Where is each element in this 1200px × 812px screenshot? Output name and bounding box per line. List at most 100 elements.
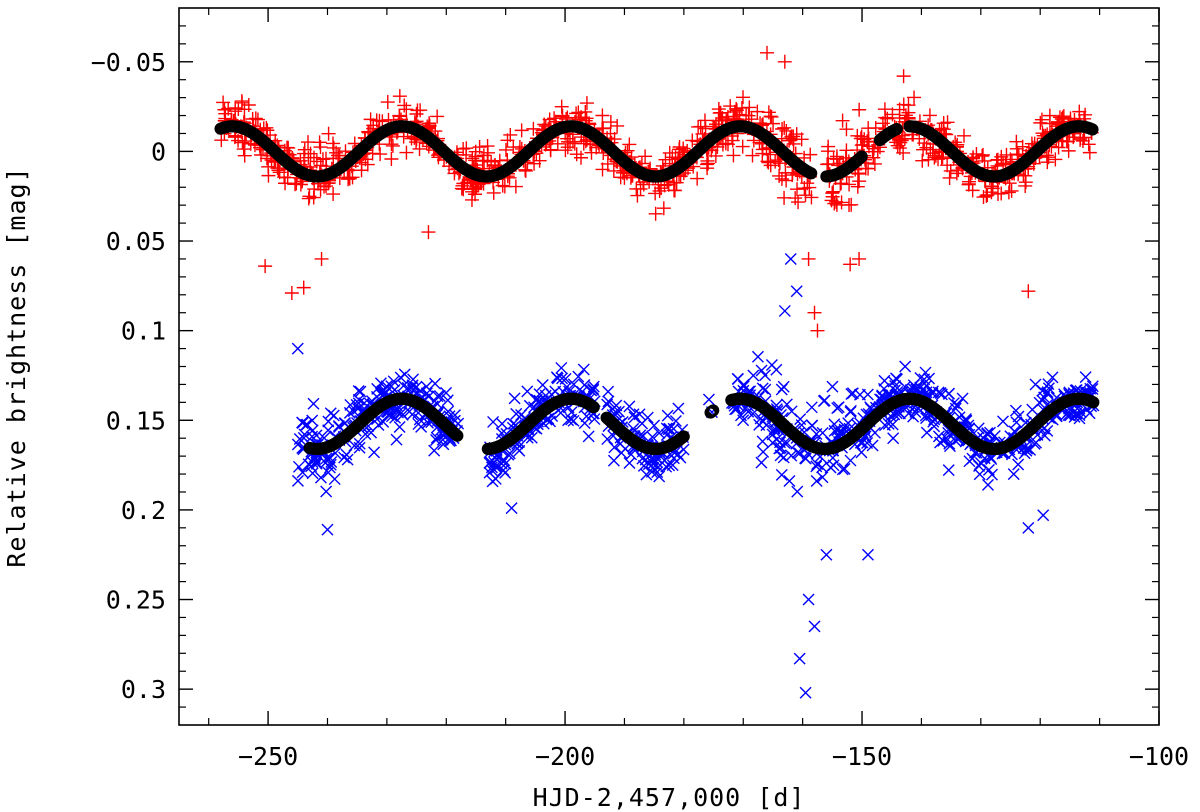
lower-observation-point (588, 413, 601, 426)
lower-observation-point (943, 440, 956, 453)
lower-observation-point (855, 446, 868, 459)
lower-observation-point (732, 372, 744, 385)
upper-observation-point (527, 156, 542, 171)
lower-observation-point (314, 471, 327, 484)
lower-observation-point (844, 454, 857, 467)
lower-observation-point (973, 468, 986, 481)
upper-observation-point (711, 102, 726, 117)
upper-observation-point (596, 121, 611, 136)
upper-observation-point (919, 140, 934, 155)
lower-observation-point (298, 428, 311, 441)
lower-observation-point (291, 438, 304, 451)
upper-fit-point (890, 122, 903, 136)
upper-observation-point (785, 168, 800, 183)
upper-observation-point (413, 103, 428, 118)
upper-observation-point (325, 136, 340, 151)
lower-observation-point (448, 409, 461, 422)
upper-observation-point (503, 127, 518, 142)
plot-frame (178, 7, 1160, 726)
lower-observation-point (502, 448, 515, 461)
upper-observation-point (554, 99, 569, 114)
lower-observation-point (587, 380, 600, 393)
upper-observation-point (514, 123, 529, 138)
lower-observation-point (353, 437, 366, 450)
upper-observation-point (498, 142, 513, 157)
lower-observation-point (899, 360, 912, 373)
lower-observation-point (799, 686, 812, 699)
upper-observation-point (928, 148, 943, 163)
upper-observation-point (271, 163, 286, 178)
upper-observation-point (397, 98, 412, 113)
lower-observation-point (433, 390, 446, 403)
lower-observation-point (783, 475, 796, 487)
lower-observation-point (429, 377, 442, 390)
upper-observation-point (931, 152, 946, 167)
lower-observation-point (499, 466, 512, 479)
upper-observation-point (231, 133, 246, 148)
upper-observation-point (1034, 112, 1049, 127)
lower-observation-point (828, 418, 841, 431)
upper-observation-point (459, 141, 474, 156)
upper-observation-point (739, 108, 754, 123)
lower-observation-point (428, 444, 441, 457)
lower-observation-point (653, 427, 666, 440)
upper-observation-point (648, 206, 663, 221)
lower-observation-point (920, 412, 933, 425)
lower-observation-point (799, 452, 812, 465)
upper-observation-point (916, 142, 931, 157)
upper-observation-point (851, 166, 866, 181)
upper-observation-point (715, 137, 730, 152)
lower-observation-point (756, 382, 769, 395)
lower-observation-point (567, 378, 580, 391)
upper-observation-point (821, 139, 836, 154)
lower-observation-point (578, 417, 591, 430)
lower-observation-point (832, 401, 845, 414)
lower-observation-point (742, 405, 755, 418)
lower-observation-point (759, 383, 772, 396)
lower-observation-point (902, 407, 915, 420)
upper-observation-point (569, 147, 584, 162)
lower-observation-point (816, 471, 829, 484)
lower-observation-point (923, 372, 936, 385)
upper-observation-point (518, 162, 533, 177)
lower-observation-point (672, 402, 685, 415)
upper-observation-point (317, 179, 332, 194)
upper-observation-point (892, 132, 907, 147)
upper-observation-point (907, 90, 922, 105)
lower-observation-point (805, 419, 818, 432)
lower-observation-point (646, 431, 659, 443)
lower-observation-point (513, 444, 526, 457)
upper-observation-point (772, 168, 787, 183)
upper-observation-point (713, 105, 728, 120)
lower-observation-point (562, 414, 575, 427)
lower-observation-point (441, 394, 454, 407)
lower-observation-point (1037, 509, 1050, 522)
upper-observation-point (309, 154, 324, 169)
lower-observation-point (394, 371, 407, 384)
lower-observation-point (572, 370, 585, 383)
upper-observation-point (278, 176, 293, 191)
upper-observation-point (779, 173, 794, 188)
upper-observation-point (254, 147, 269, 162)
lower-observation-point (623, 400, 636, 413)
lower-observation-point (1024, 443, 1037, 456)
upper-observation-point (284, 286, 299, 301)
upper-observation-point (852, 102, 867, 117)
upper-observation-point (484, 154, 499, 169)
upper-observation-point (1033, 115, 1048, 130)
lower-observation-point (508, 392, 521, 405)
lower-observation-point (487, 415, 500, 428)
lower-observation-point (610, 399, 623, 412)
lower-fit-point (451, 429, 464, 442)
x-tick-label: −100 (1129, 742, 1189, 771)
upper-observation-point (472, 140, 487, 155)
lower-observation-point (420, 380, 433, 393)
lower-observation-point (291, 342, 304, 355)
upper-observation-point (940, 115, 955, 130)
upper-observation-point (1004, 183, 1019, 198)
lower-observation-point (810, 474, 823, 487)
lower-observation-point (956, 392, 969, 405)
upper-observation-point (736, 90, 751, 105)
upper-observation-point (835, 113, 850, 128)
upper-fit-point (855, 150, 868, 163)
